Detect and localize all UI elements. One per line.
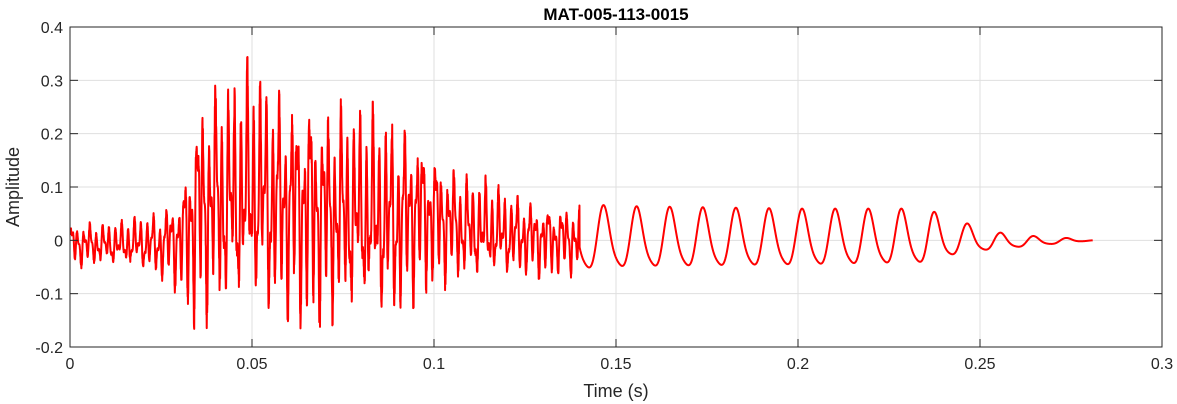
signal-series-line [70,55,1094,330]
x-axis-label: Time (s) [583,381,648,401]
y-tick-labels: -0.2 -0.1 0 0.1 0.2 0.3 0.4 [35,20,63,357]
y-tick-label: 0.4 [41,20,63,37]
plot-area [70,55,1094,330]
x-tick-label: 0.05 [236,356,267,373]
x-tick-label: 0.25 [964,356,995,373]
x-tick-label: 0.15 [600,356,631,373]
y-tick-label: 0 [54,233,63,250]
x-tick-label: 0 [66,356,75,373]
x-tick-label: 0.3 [1151,356,1173,373]
y-tick-label: 0.3 [41,73,63,90]
chart-title: MAT-005-113-0015 [543,5,688,24]
y-tick-label: -0.2 [35,340,63,357]
y-tick-label: -0.1 [35,287,63,304]
x-tick-label: 0.2 [787,356,809,373]
x-tick-labels: 0 0.05 0.1 0.15 0.2 0.25 0.3 [66,356,1174,373]
y-tick-label: 0.1 [41,180,63,197]
y-axis-label: Amplitude [3,147,23,227]
tick-marks [69,26,1163,348]
x-tick-label: 0.1 [423,356,445,373]
y-tick-label: 0.2 [41,127,63,144]
